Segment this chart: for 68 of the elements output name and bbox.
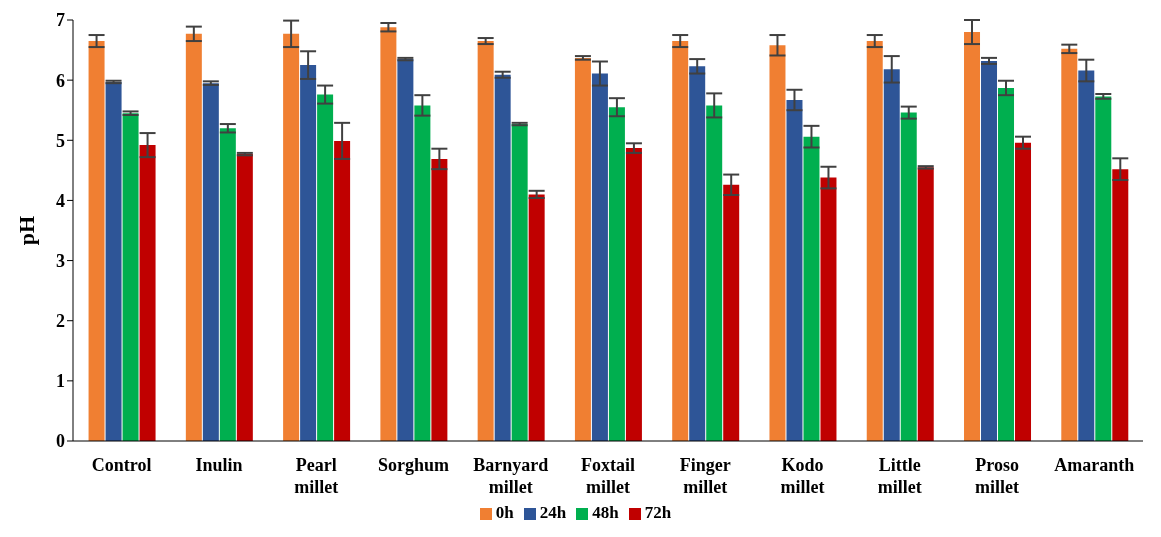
bar (786, 99, 803, 441)
bar (1095, 96, 1112, 441)
bar (883, 69, 900, 441)
bar (511, 124, 528, 441)
bar (236, 154, 253, 441)
legend-label: 72h (644, 503, 672, 522)
bar (380, 27, 397, 441)
x-tick-label: Amaranth (1054, 455, 1135, 475)
bar (317, 94, 334, 441)
y-tick-label: 0 (56, 431, 65, 452)
y-tick-label: 5 (56, 130, 65, 151)
y-axis-title: pH (13, 215, 39, 246)
bar (477, 41, 494, 441)
x-tick-label: Pearl millet (294, 455, 339, 497)
bar (1078, 70, 1095, 441)
x-tick-label: Barnyard millet (473, 455, 549, 497)
bar (397, 59, 414, 441)
bar (431, 158, 448, 441)
y-tick-label: 1 (56, 371, 65, 392)
legend-label: 0h (495, 503, 514, 522)
y-tick-label: 4 (56, 190, 65, 211)
bar (1112, 169, 1129, 441)
bar (964, 32, 981, 441)
bar (139, 145, 156, 441)
bar (202, 83, 219, 441)
bar (900, 112, 917, 441)
bar (981, 60, 998, 441)
bar (706, 105, 723, 441)
x-tick-label: Finger millet (679, 455, 731, 497)
bar (625, 148, 642, 441)
x-tick-label: Proso millet (975, 455, 1020, 497)
bar (122, 113, 139, 441)
bar (769, 45, 786, 441)
x-tick-label: Control (91, 455, 152, 475)
bar (334, 140, 351, 441)
x-tick-label: Little millet (877, 455, 922, 497)
y-tick-label: 2 (56, 311, 65, 332)
legend-label: 24h (539, 503, 567, 522)
bar (608, 107, 625, 441)
bar (672, 41, 689, 441)
bar (591, 73, 608, 441)
y-tick-label: 6 (56, 70, 65, 91)
bar (1061, 48, 1078, 441)
legend-label: 48h (592, 503, 619, 522)
bar (283, 33, 300, 441)
bar (689, 66, 706, 441)
x-tick-label: Foxtail millet (581, 455, 635, 497)
y-tick-label: 3 (56, 250, 65, 271)
bar (105, 81, 122, 441)
y-tick-label: 7 (56, 10, 65, 31)
bar (185, 33, 202, 441)
bar (723, 184, 740, 441)
x-tick-label: Sorghum (377, 455, 449, 475)
x-tick-label: Inulin (195, 455, 243, 475)
bar (88, 41, 105, 441)
bar (528, 194, 545, 441)
bar (300, 65, 317, 441)
bar (917, 167, 934, 441)
bar (820, 177, 837, 441)
bar (494, 74, 511, 441)
bar (866, 41, 883, 441)
bar (574, 57, 591, 441)
bar (414, 105, 431, 441)
bar (803, 136, 820, 441)
bar (998, 87, 1015, 441)
bar (219, 128, 236, 441)
x-tick-label: Kodo millet (780, 455, 825, 497)
bar (1015, 142, 1032, 441)
